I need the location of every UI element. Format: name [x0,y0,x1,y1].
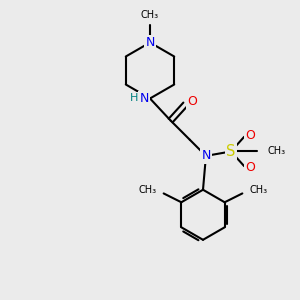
Text: H: H [130,94,138,103]
Text: N: N [201,149,211,162]
Text: O: O [245,161,255,174]
Text: N: N [145,36,155,49]
Text: O: O [245,129,255,142]
Text: CH₃: CH₃ [141,10,159,20]
Text: N: N [140,92,149,105]
Text: CH₃: CH₃ [250,185,268,196]
Text: CH₃: CH₃ [268,146,286,157]
Text: S: S [226,144,236,159]
Text: CH₃: CH₃ [138,185,156,196]
Text: O: O [187,95,197,108]
